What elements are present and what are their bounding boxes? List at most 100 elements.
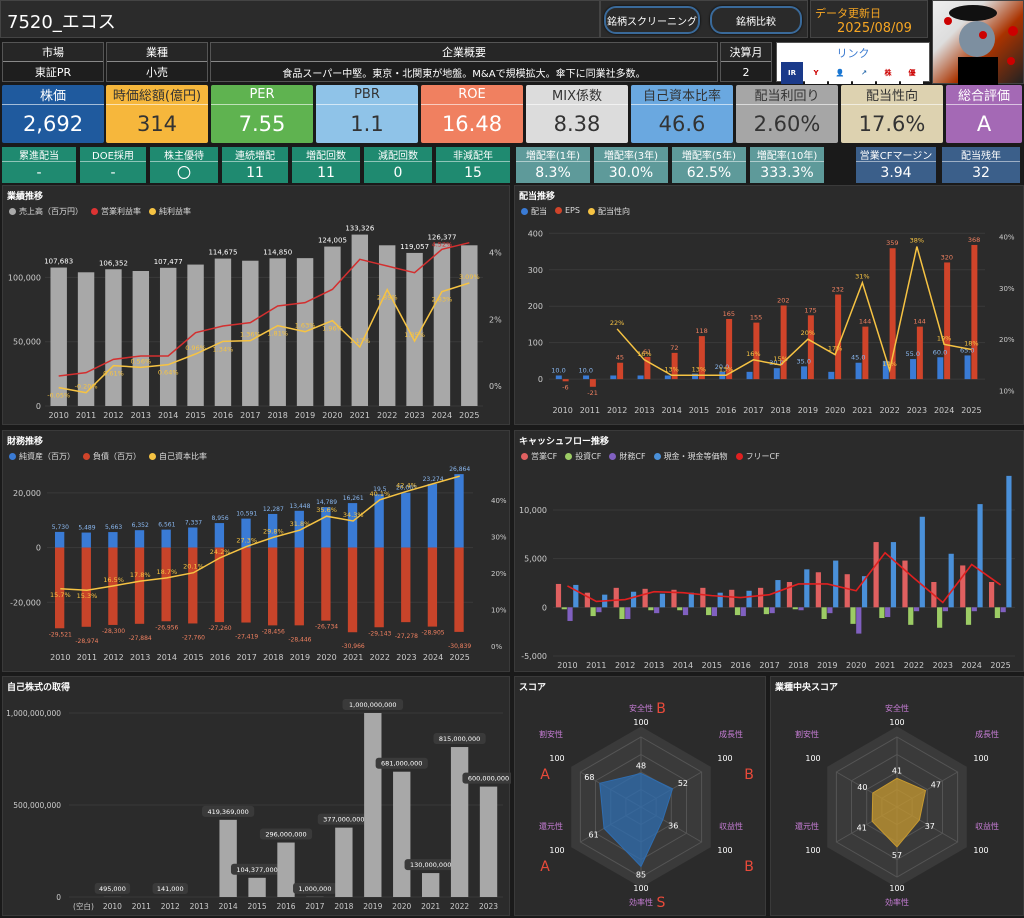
debt-bar [241,547,251,623]
buyback-label: 141,000 [157,885,184,893]
sales-bar [50,267,67,406]
x-tick: 2012 [103,411,123,420]
debt-bar [134,547,145,624]
x-tick: 2014 [661,406,681,415]
dividend-label: 20.0 [715,363,729,371]
metric-label: 増配率(3年) [594,147,668,162]
update-box: データ更新日 2025/08/09 [810,0,928,38]
radar-max-label: 100 [633,718,648,727]
equity-label: 5,730 [52,524,69,531]
x-tick: 2025 [990,661,1010,670]
x-tick: 2013 [130,653,150,662]
debt-label: -27,419 [235,634,258,641]
invcf-bar [908,607,914,625]
legend-payout: 配当性向 [597,207,630,216]
x-tick: 2016 [210,653,230,662]
x-tick: 2025 [459,411,479,420]
debt-bar [321,547,331,621]
buyback-label-bg [94,882,131,894]
metric-label: 減配回数 [364,147,432,162]
yutai-icon[interactable]: 優 [901,62,923,84]
buyback-bar [219,819,237,897]
x-tick: 2012 [615,661,635,670]
equity-label: 6,561 [158,522,175,529]
eps-bar [617,362,624,380]
invcf-bar [850,607,856,624]
equity-label: 6,352 [132,522,149,529]
op-label: 4.52% [432,240,453,248]
score-title: スコア [519,683,547,693]
metric-1: DOE採用 - [80,147,146,183]
x-tick: 2013 [190,902,209,911]
metric-4: 増配回数 11 [292,147,360,183]
market-value: 東証PR [34,66,72,79]
payout-label: 13% [664,365,678,373]
sales-label: 114,850 [263,248,292,256]
buyback-label-bg [404,859,457,871]
debt-label: -29,143 [368,630,391,637]
x-tick: 2015 [702,661,722,670]
eps-label: 155 [750,314,762,322]
equity-bar [454,474,464,548]
buyback-label-bg [230,863,284,875]
kpi-7: 配当利回り 2.60% [736,85,838,143]
update-label: データ更新日 [815,7,881,20]
radar-max-label: 100 [973,754,988,763]
radar-max-label: 100 [549,846,564,855]
compare-button[interactable]: 銘柄比較 [710,6,802,34]
cf-chart: -5,000 0 5,000 10,000 2010 2011 2012 2013 2014 20… [519,475,1015,670]
x-tick: 2022 [370,653,390,662]
cash-bar [659,593,666,608]
buyback-panel: 自己株式の取得 0 500,000,000 1,000,000,000 (空白) 495… [2,676,511,916]
opcf-bar [815,572,821,608]
fincf-bar [769,607,775,614]
x-tick: 2015 [185,411,205,420]
radar-max-label: 100 [889,884,904,893]
debt-label: -27,278 [395,633,418,640]
radar-axis-label: 割安性 [795,729,819,739]
dividend-bar [964,355,971,380]
buyback-label: 1,000,000,000 [349,701,397,709]
div-legend: 配当 EPS 配当性向 [521,206,630,217]
kpi-value: 46.6 [658,111,706,136]
radar-axis-label: 効率性 [629,897,653,907]
y2-tick: 2% [489,315,502,324]
metric-value: 32 [972,164,990,181]
minkabu-icon[interactable]: 株 [877,62,899,84]
fincf-bar [971,607,977,612]
kpi-value: A [976,111,992,136]
dividend-label: 65.0 [960,346,974,354]
buyback-chart: 0 500,000,000 1,000,000,000 (空白) 495,000 2010… [6,699,511,911]
irbank-icon[interactable]: IR [781,62,803,84]
ratio-label: 16.5% [103,576,124,584]
equity-label: 19,5 [373,486,387,493]
page-title: 7520_エコス [7,12,116,33]
kpi-4: ROE 16.48 [421,85,523,143]
eps-label: -6 [562,383,568,391]
radar-grade: B [744,767,754,783]
fincf-bar [913,607,920,612]
dividend-label: 45.0 [851,354,865,362]
legend-opcf: 営業CF [531,452,558,461]
sales-label: 126,377 [427,234,456,242]
kpi-2: PER 7.55 [211,85,313,143]
radar-max-label: 100 [633,884,648,893]
y2-tick: 20% [491,570,507,578]
chart-link-icon[interactable]: ↗ [853,62,875,84]
metric-label: 累進配当 [2,147,76,162]
invcf-bar [706,607,712,616]
x-tick: 2010 [49,411,69,420]
kabutan-icon[interactable]: 👤 [829,62,851,84]
x-tick: 2012 [607,406,627,415]
market-box: 市場 東証PR [2,42,104,82]
x-tick: 2024 [432,411,452,420]
yahoo-icon[interactable]: Y [805,62,827,84]
screening-button[interactable]: 銘柄スクリーニング [604,6,700,34]
x-tick: 2021 [421,902,440,911]
x-tick: 2020 [825,406,845,415]
kpi-6: 自己資本比率 46.6 [631,85,733,143]
invcf-bar [937,607,943,628]
x-tick: 2016 [213,411,233,420]
net-label: 0.56% [130,357,151,365]
x-tick: 2012 [161,902,180,911]
